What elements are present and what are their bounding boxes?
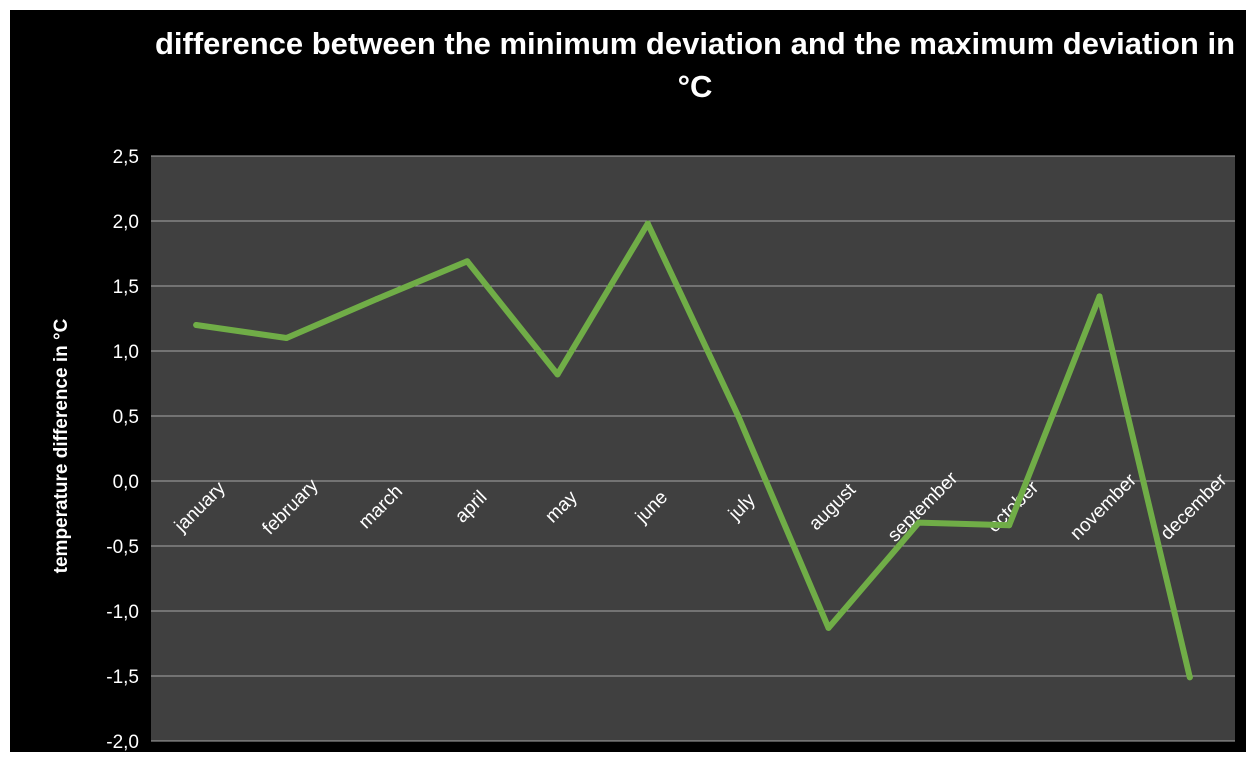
data-point <box>373 296 380 302</box>
y-tick-label: -1,5 <box>106 667 139 688</box>
data-point <box>1096 293 1103 300</box>
y-tick-label: -1,0 <box>106 602 139 623</box>
y-tick-label: 1,5 <box>113 277 139 298</box>
y-tick-label: 2,5 <box>113 147 139 168</box>
y-tick-label: 0,0 <box>113 472 139 493</box>
data-point <box>915 519 922 526</box>
chart-title: difference between the minimum deviation… <box>154 26 1236 104</box>
y-tick-label: -2,0 <box>106 732 139 753</box>
y-tick-label: -0,5 <box>106 537 139 558</box>
y-tick-label: 2,0 <box>113 212 139 233</box>
data-point <box>193 322 200 328</box>
data-point <box>735 413 742 419</box>
data-point <box>1186 674 1193 681</box>
y-tick-label: 1,0 <box>113 342 139 363</box>
data-point <box>1006 522 1013 529</box>
series-layer <box>193 220 1193 681</box>
y-tick-label: 0,5 <box>113 407 139 428</box>
series-line <box>193 220 1193 681</box>
data-point <box>554 371 561 378</box>
y-axis-ticks: 2,5 2,0 1,5 1,0 0,5 0,0 -0,5 -1,0 -1,5 -2,0 <box>106 147 139 753</box>
data-point <box>464 258 471 265</box>
data-point <box>644 220 651 227</box>
data-point <box>825 624 832 631</box>
plot-area <box>151 156 1235 741</box>
data-point <box>283 335 290 341</box>
